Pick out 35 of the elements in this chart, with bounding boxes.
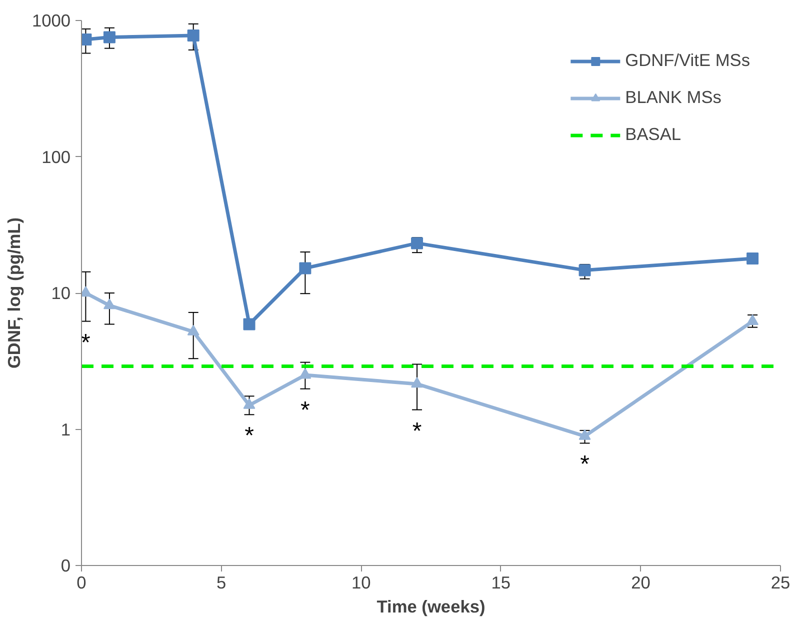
x-tick-label: 15 bbox=[491, 572, 511, 592]
point bbox=[411, 377, 424, 388]
point bbox=[299, 368, 312, 379]
x-tick-label: 25 bbox=[770, 572, 790, 592]
point bbox=[103, 298, 116, 310]
y-axis-title: GDNF, log (pg/mL) bbox=[4, 217, 24, 369]
y-tick-label: 100 bbox=[42, 146, 71, 167]
x-tick-label: 20 bbox=[631, 572, 650, 592]
point bbox=[243, 398, 256, 409]
point bbox=[187, 30, 200, 42]
x-axis-title: Time (weeks) bbox=[376, 596, 486, 616]
x-tick-label: 0 bbox=[76, 572, 86, 592]
y-tick-label: 0 bbox=[60, 556, 71, 576]
point bbox=[578, 429, 591, 440]
annotation: * bbox=[81, 329, 90, 356]
point bbox=[299, 262, 312, 274]
point bbox=[243, 318, 256, 330]
annotation: * bbox=[244, 422, 254, 450]
annotation: * bbox=[412, 418, 422, 445]
x-tick-label: 10 bbox=[351, 572, 371, 592]
legend-label: BLANK MSs bbox=[625, 87, 722, 108]
point bbox=[578, 264, 591, 276]
annotation: * bbox=[300, 396, 310, 424]
point bbox=[746, 314, 759, 325]
point bbox=[746, 252, 759, 265]
y-tick-label: 1000 bbox=[32, 10, 71, 30]
annotation: * bbox=[580, 451, 590, 478]
y-tick-label: 1 bbox=[60, 419, 71, 440]
legend-label: BASAL bbox=[625, 124, 682, 145]
y-tick-label: 10 bbox=[51, 283, 71, 303]
point bbox=[103, 31, 116, 44]
legend-label: GDNF/VitE MSs bbox=[625, 50, 750, 71]
point bbox=[187, 324, 200, 336]
x-tick-label: 5 bbox=[216, 572, 226, 592]
point bbox=[411, 237, 424, 250]
